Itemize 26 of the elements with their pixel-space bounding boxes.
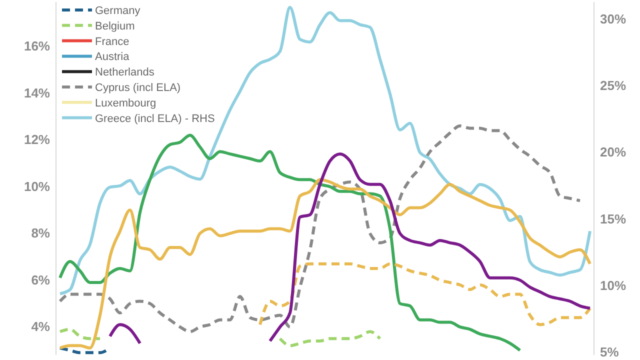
line-series — [258, 262, 592, 326]
y2-tick-label: 30% — [600, 11, 626, 26]
y-tick-label: 10% — [24, 178, 50, 194]
line-series — [58, 124, 582, 334]
y-tick-label: 16% — [24, 38, 50, 54]
legend-label: Netherlands — [95, 66, 155, 79]
legend-label: Germany — [95, 5, 141, 17]
legend-label: Cyprus (incl ELA) — [95, 82, 181, 94]
y-tick-label: 12% — [24, 132, 50, 148]
legend-label: Austria — [95, 51, 130, 64]
legend-label: Greece (incl ELA) - RHS — [95, 112, 215, 125]
y2-tick-label: 25% — [600, 78, 626, 94]
y-tick-label: 14% — [24, 85, 50, 100]
y-tick-label: 6% — [31, 272, 50, 288]
y2-tick-label: 10% — [600, 278, 626, 293]
legend-label: Luxembourg — [95, 97, 156, 110]
y-tick-label: 4% — [31, 319, 50, 334]
legend-label: Belgium — [95, 20, 135, 32]
line-series — [58, 6, 592, 296]
y2-tick-label: 5% — [600, 344, 620, 360]
line-series — [58, 134, 522, 352]
line-series — [58, 178, 592, 350]
y2-tick-label: 15% — [600, 211, 626, 226]
y2-tick-label: 20% — [600, 144, 626, 160]
y-tick-label: 8% — [31, 226, 50, 241]
legend-label: France — [95, 36, 130, 48]
